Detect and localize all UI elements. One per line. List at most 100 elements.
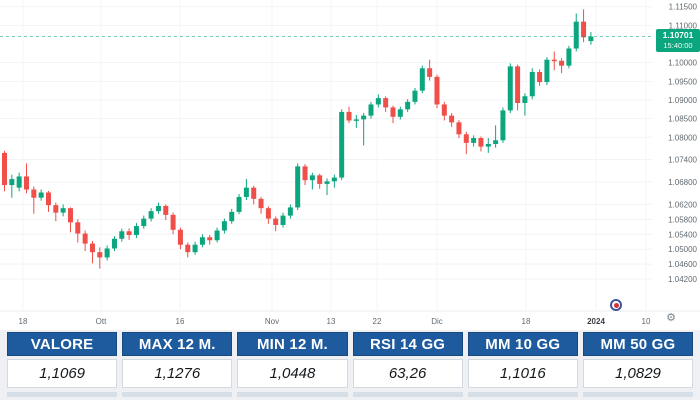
table-header-rsi14: RSI 14 GG (352, 332, 463, 356)
y-axis-label: 1.07400 (668, 156, 697, 165)
candle-body-down (346, 111, 352, 121)
candle-body-down (258, 198, 264, 209)
candle-body-up (544, 59, 550, 83)
candle-body-down (434, 76, 440, 105)
candle-body-up (280, 215, 286, 225)
candle-body-up (339, 111, 345, 178)
y-axis-label: 1.04600 (668, 260, 697, 269)
candle-body-up (133, 226, 139, 236)
next-row-hint (352, 392, 463, 397)
candle-body-up (397, 109, 403, 117)
x-axis-label: 2024 (587, 317, 605, 326)
candle-body-up (104, 248, 110, 258)
candle-body-down (23, 176, 29, 190)
x-axis-label: 22 (373, 317, 382, 326)
candle-body-up (236, 196, 242, 212)
candle-body-up (214, 230, 220, 241)
candle-body-up (331, 177, 337, 182)
candle-body-down (537, 71, 543, 83)
candle-body-down (317, 175, 323, 184)
candle-body-down (75, 222, 81, 234)
candle-body-up (566, 48, 572, 66)
stats-table: VALORE 1,1069 MAX 12 M. 1,1276 MIN 12 M.… (0, 330, 700, 400)
candle-body-up (324, 181, 330, 184)
x-axis-label: Ott (96, 317, 107, 326)
y-axis-label: 1.11500 (669, 3, 698, 12)
candle-body-up (507, 66, 513, 111)
y-axis-label: 1.05800 (668, 215, 697, 224)
candle-body-up (295, 166, 301, 208)
candle-body-up (9, 179, 15, 186)
candle-body-up (471, 138, 477, 143)
y-axis-label: 1.09000 (668, 96, 697, 105)
stats-column-mm10: MM 10 GG 1,1016 (467, 332, 578, 400)
candle-body-up (368, 104, 374, 116)
candle-body-down (177, 229, 183, 245)
table-value-max12m: 1,1276 (122, 359, 233, 388)
candle-body-down (456, 122, 462, 135)
candle-body-up (221, 221, 227, 231)
next-row-hint (7, 392, 118, 397)
y-axis-label: 1.10000 (668, 59, 697, 68)
candle-body-up (243, 187, 249, 197)
candle-body-down (185, 244, 191, 253)
candle-body-up (119, 231, 125, 239)
candle-body-up (353, 119, 359, 121)
candle-body-down (441, 104, 447, 116)
candle-body-up (529, 71, 535, 97)
x-axis-label: 18 (522, 317, 531, 326)
candle-body-up (38, 192, 44, 198)
candle-body-up (375, 98, 381, 105)
candle-body-down (427, 68, 433, 77)
candle-body-down (45, 192, 51, 206)
candle-body-down (53, 205, 59, 213)
candle-body-up (141, 218, 147, 227)
x-axis-label: Dic (431, 317, 443, 326)
current-price-tag: 1.10701 15:40:00 (656, 29, 700, 52)
candle-body-down (581, 21, 587, 38)
candle-body-down (449, 115, 455, 123)
candle-body-up (588, 36, 594, 42)
candle-body-up (485, 143, 491, 147)
candle-body-up (148, 211, 154, 219)
y-axis-label: 1.05000 (668, 245, 697, 254)
candle-body-down (265, 208, 271, 219)
candle-body-up (412, 90, 418, 102)
x-axis-label: 10 (642, 317, 651, 326)
table-header-mm10: MM 10 GG (467, 332, 578, 356)
stats-column-max12m: MAX 12 M. 1,1276 (122, 332, 233, 400)
watermark-logo-icon (610, 299, 622, 311)
x-axis-label: 18 (19, 317, 28, 326)
candle-body-up (361, 115, 367, 120)
candle-body-down (302, 166, 308, 181)
current-price-value: 1.10701 (662, 30, 694, 40)
candle-body-down (273, 218, 279, 225)
table-header-max12m: MAX 12 M. (122, 332, 233, 356)
candle-body-up (309, 175, 315, 181)
candle-body-up (522, 96, 528, 103)
candle-body-down (251, 187, 257, 199)
candlestick-chart[interactable]: 18 Ott 16 Nov 13 22 Dic 18 2024 10 1.11500 1.11000 1… (0, 0, 700, 330)
table-value-valore: 1,1069 (7, 359, 118, 388)
stats-column-min12m: MIN 12 M. 1,0448 (237, 332, 348, 400)
table-value-rsi14: 63,26 (352, 359, 463, 388)
candle-body-down (89, 243, 95, 253)
candle-body-up (573, 21, 579, 49)
candle-body-down (170, 214, 176, 230)
next-row-hint (122, 392, 233, 397)
axis-settings-gear-icon[interactable]: ⚙ (666, 311, 676, 324)
y-axis-label: 1.09500 (668, 77, 697, 86)
x-axis-label: 16 (176, 317, 185, 326)
chart-canvas[interactable]: 18 Ott 16 Nov 13 22 Dic 18 2024 101.115001.110001… (0, 0, 700, 330)
candle-body-up (405, 101, 411, 110)
candle-body-down (390, 107, 396, 117)
candle-body-down (163, 205, 169, 215)
candle-body-up (419, 68, 425, 91)
candle-body-down (126, 231, 132, 236)
x-axis-label: 13 (327, 317, 336, 326)
candle-body-down (97, 252, 103, 258)
candle-body-up (111, 238, 117, 249)
candle-body-up (16, 176, 22, 188)
candle-body-up (192, 244, 198, 253)
